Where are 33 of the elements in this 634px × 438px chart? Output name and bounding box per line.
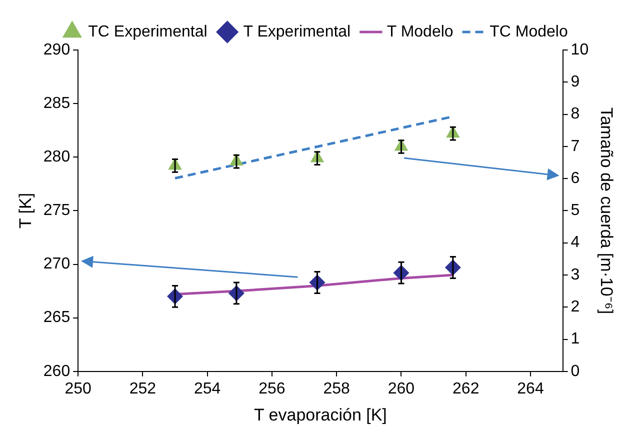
y2-tick-label: 2: [570, 298, 580, 316]
legend-label: TC Experimental: [88, 23, 208, 40]
y2-tick-label: 8: [570, 106, 580, 123]
y-tick-label: 280: [43, 148, 70, 166]
x-tick-label: 258: [323, 380, 350, 398]
y2-tick-label: 3: [570, 266, 580, 284]
y2-tick-label: 6: [570, 170, 580, 187]
legend-label: T Modelo: [386, 23, 454, 40]
x-tick-label: 254: [194, 380, 221, 398]
y-tick-label: 260: [43, 362, 70, 380]
y2-tick-label: 7: [570, 138, 580, 155]
legend-label: TC Modelo: [490, 23, 568, 40]
x-axis-title: T evaporación [K]: [254, 405, 387, 424]
y-tick-label: 285: [43, 94, 70, 112]
y-tick-label: 275: [43, 202, 70, 220]
x-tick-label: 256: [258, 380, 286, 398]
x-tick-label: 250: [64, 380, 92, 398]
x-tick-label: 252: [129, 380, 156, 398]
y-axis-title: T [K]: [16, 192, 35, 228]
y2-axis-title: Tamaño de cuerda [m·10⁻⁶]: [597, 107, 616, 314]
y2-tick-label: 0: [570, 362, 580, 380]
y2-tick-label: 9: [570, 74, 580, 91]
x-tick-label: 260: [388, 380, 415, 398]
y-tick-label: 270: [43, 256, 70, 273]
y2-tick-label: 10: [570, 41, 589, 58]
y2-tick-label: 5: [570, 202, 580, 220]
legend-label: T Experimental: [243, 23, 351, 40]
x-tick-label: 264: [517, 380, 544, 398]
x-tick-label: 262: [452, 380, 480, 398]
y2-tick-label: 4: [570, 234, 580, 252]
y-tick-label: 265: [43, 309, 70, 326]
y-tick-label: 290: [43, 41, 70, 58]
y2-tick-label: 1: [570, 330, 580, 348]
